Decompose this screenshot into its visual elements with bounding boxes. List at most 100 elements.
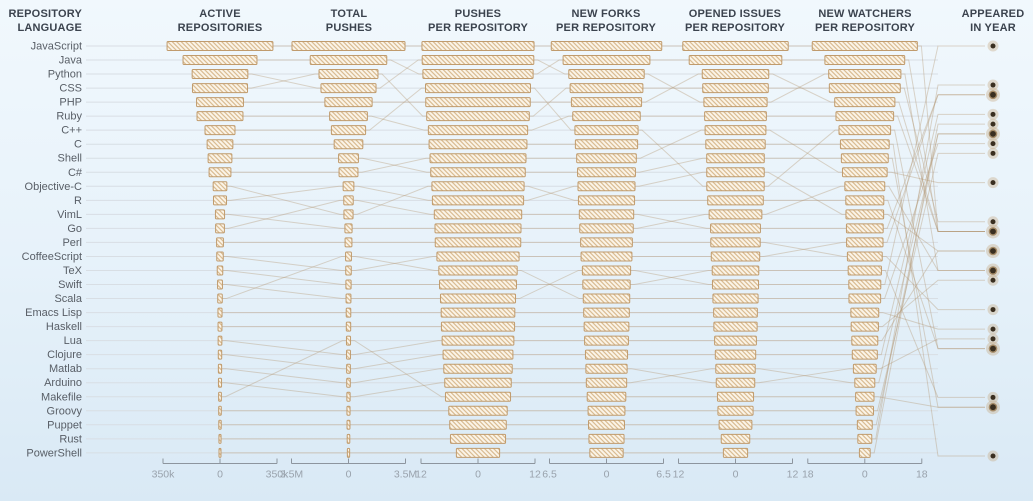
rank-link bbox=[226, 185, 344, 201]
bar bbox=[578, 209, 635, 220]
rank-link bbox=[221, 340, 347, 356]
rank-link bbox=[630, 269, 713, 286]
year-link bbox=[888, 157, 985, 408]
bar bbox=[346, 391, 351, 402]
language-label: Groovy bbox=[47, 405, 83, 417]
bar bbox=[329, 111, 368, 122]
language-label: PowerShell bbox=[26, 447, 82, 459]
rank-link bbox=[223, 255, 346, 271]
language-label: TeX bbox=[63, 265, 83, 277]
year-link bbox=[883, 199, 985, 350]
rank-link bbox=[222, 255, 346, 300]
axis-tick-label: 12 bbox=[787, 469, 799, 481]
language-label: C bbox=[74, 139, 82, 151]
rank-link bbox=[633, 213, 710, 229]
bar bbox=[345, 251, 352, 262]
bar bbox=[706, 153, 765, 164]
bar bbox=[166, 41, 274, 51]
language-label: VimL bbox=[57, 209, 82, 221]
bar bbox=[577, 195, 636, 206]
rank-link bbox=[353, 185, 432, 215]
year-link bbox=[870, 123, 985, 454]
rank-link bbox=[627, 368, 717, 384]
rank-link bbox=[523, 185, 578, 201]
header-line: NEW FORKS bbox=[571, 8, 641, 20]
language-label: C++ bbox=[61, 125, 82, 137]
axis-tick-label: 18 bbox=[916, 469, 928, 481]
bar bbox=[713, 307, 758, 318]
bar bbox=[682, 41, 789, 51]
rank-link bbox=[768, 73, 835, 103]
language-label: Lua bbox=[64, 335, 83, 347]
bar bbox=[426, 111, 530, 122]
bar bbox=[344, 237, 353, 248]
axis-tick-label: 12 bbox=[529, 469, 541, 481]
header-line: REPOSITORY bbox=[8, 8, 82, 20]
year-link bbox=[880, 45, 985, 286]
bar bbox=[217, 293, 223, 304]
bar bbox=[851, 349, 878, 360]
axis-tick-label: 0 bbox=[862, 469, 868, 481]
bar bbox=[343, 195, 354, 206]
axis-tick-label: 350k bbox=[152, 469, 176, 481]
year-link bbox=[883, 94, 985, 229]
bar bbox=[191, 83, 249, 94]
header-line: APPEARED bbox=[961, 8, 1025, 20]
rank-link bbox=[630, 269, 713, 286]
bar bbox=[216, 237, 224, 248]
language-label: JavaScript bbox=[31, 41, 82, 53]
year-dots-layer bbox=[986, 40, 1000, 462]
bar bbox=[212, 195, 228, 206]
header-line: PUSHES bbox=[454, 8, 502, 20]
rank-link bbox=[636, 129, 706, 159]
language-label: CSS bbox=[59, 83, 82, 95]
header-line: PUSHES bbox=[325, 22, 373, 34]
bar bbox=[217, 321, 223, 332]
header-line: REPOSITORIES bbox=[177, 22, 263, 34]
language-label: Shell bbox=[58, 153, 82, 165]
rank-link bbox=[767, 73, 829, 103]
year-link bbox=[889, 143, 985, 457]
bar bbox=[589, 447, 624, 458]
bar bbox=[442, 349, 514, 360]
year-link bbox=[883, 94, 985, 243]
rank-link bbox=[247, 73, 321, 89]
bar bbox=[851, 335, 879, 346]
bar bbox=[346, 419, 351, 430]
rank-link bbox=[533, 59, 564, 75]
bar bbox=[858, 447, 871, 458]
bar bbox=[715, 377, 756, 388]
rank-link bbox=[353, 199, 435, 215]
language-label: Python bbox=[48, 69, 82, 81]
year-link bbox=[890, 129, 985, 350]
bar bbox=[688, 55, 783, 66]
bar bbox=[720, 433, 751, 444]
bar bbox=[838, 125, 892, 136]
bar bbox=[569, 83, 644, 94]
bar bbox=[562, 55, 651, 66]
language-label: Emacs Lisp bbox=[25, 307, 82, 319]
bar bbox=[344, 223, 353, 234]
header-line: LANGUAGE bbox=[17, 22, 82, 34]
bar bbox=[848, 293, 882, 304]
header-line: PER REPOSITORY bbox=[685, 22, 785, 34]
axis-tick-label: 3.5M bbox=[394, 469, 417, 481]
bar bbox=[212, 181, 228, 192]
bar bbox=[855, 391, 875, 402]
year-link bbox=[883, 213, 985, 252]
rank-link bbox=[351, 255, 437, 271]
bar bbox=[835, 111, 895, 122]
year-link bbox=[882, 255, 985, 311]
bar bbox=[579, 223, 634, 234]
year-link bbox=[880, 143, 985, 300]
bar bbox=[828, 69, 902, 80]
bar bbox=[581, 265, 632, 276]
language-label: Scala bbox=[54, 293, 82, 305]
bar bbox=[346, 447, 351, 458]
language-label: C# bbox=[68, 167, 83, 179]
bar bbox=[291, 41, 406, 51]
language-labels: JavaScript Java Python CSS PHP Ruby C++ C Shell C… bbox=[22, 41, 83, 460]
rank-link bbox=[635, 171, 707, 187]
